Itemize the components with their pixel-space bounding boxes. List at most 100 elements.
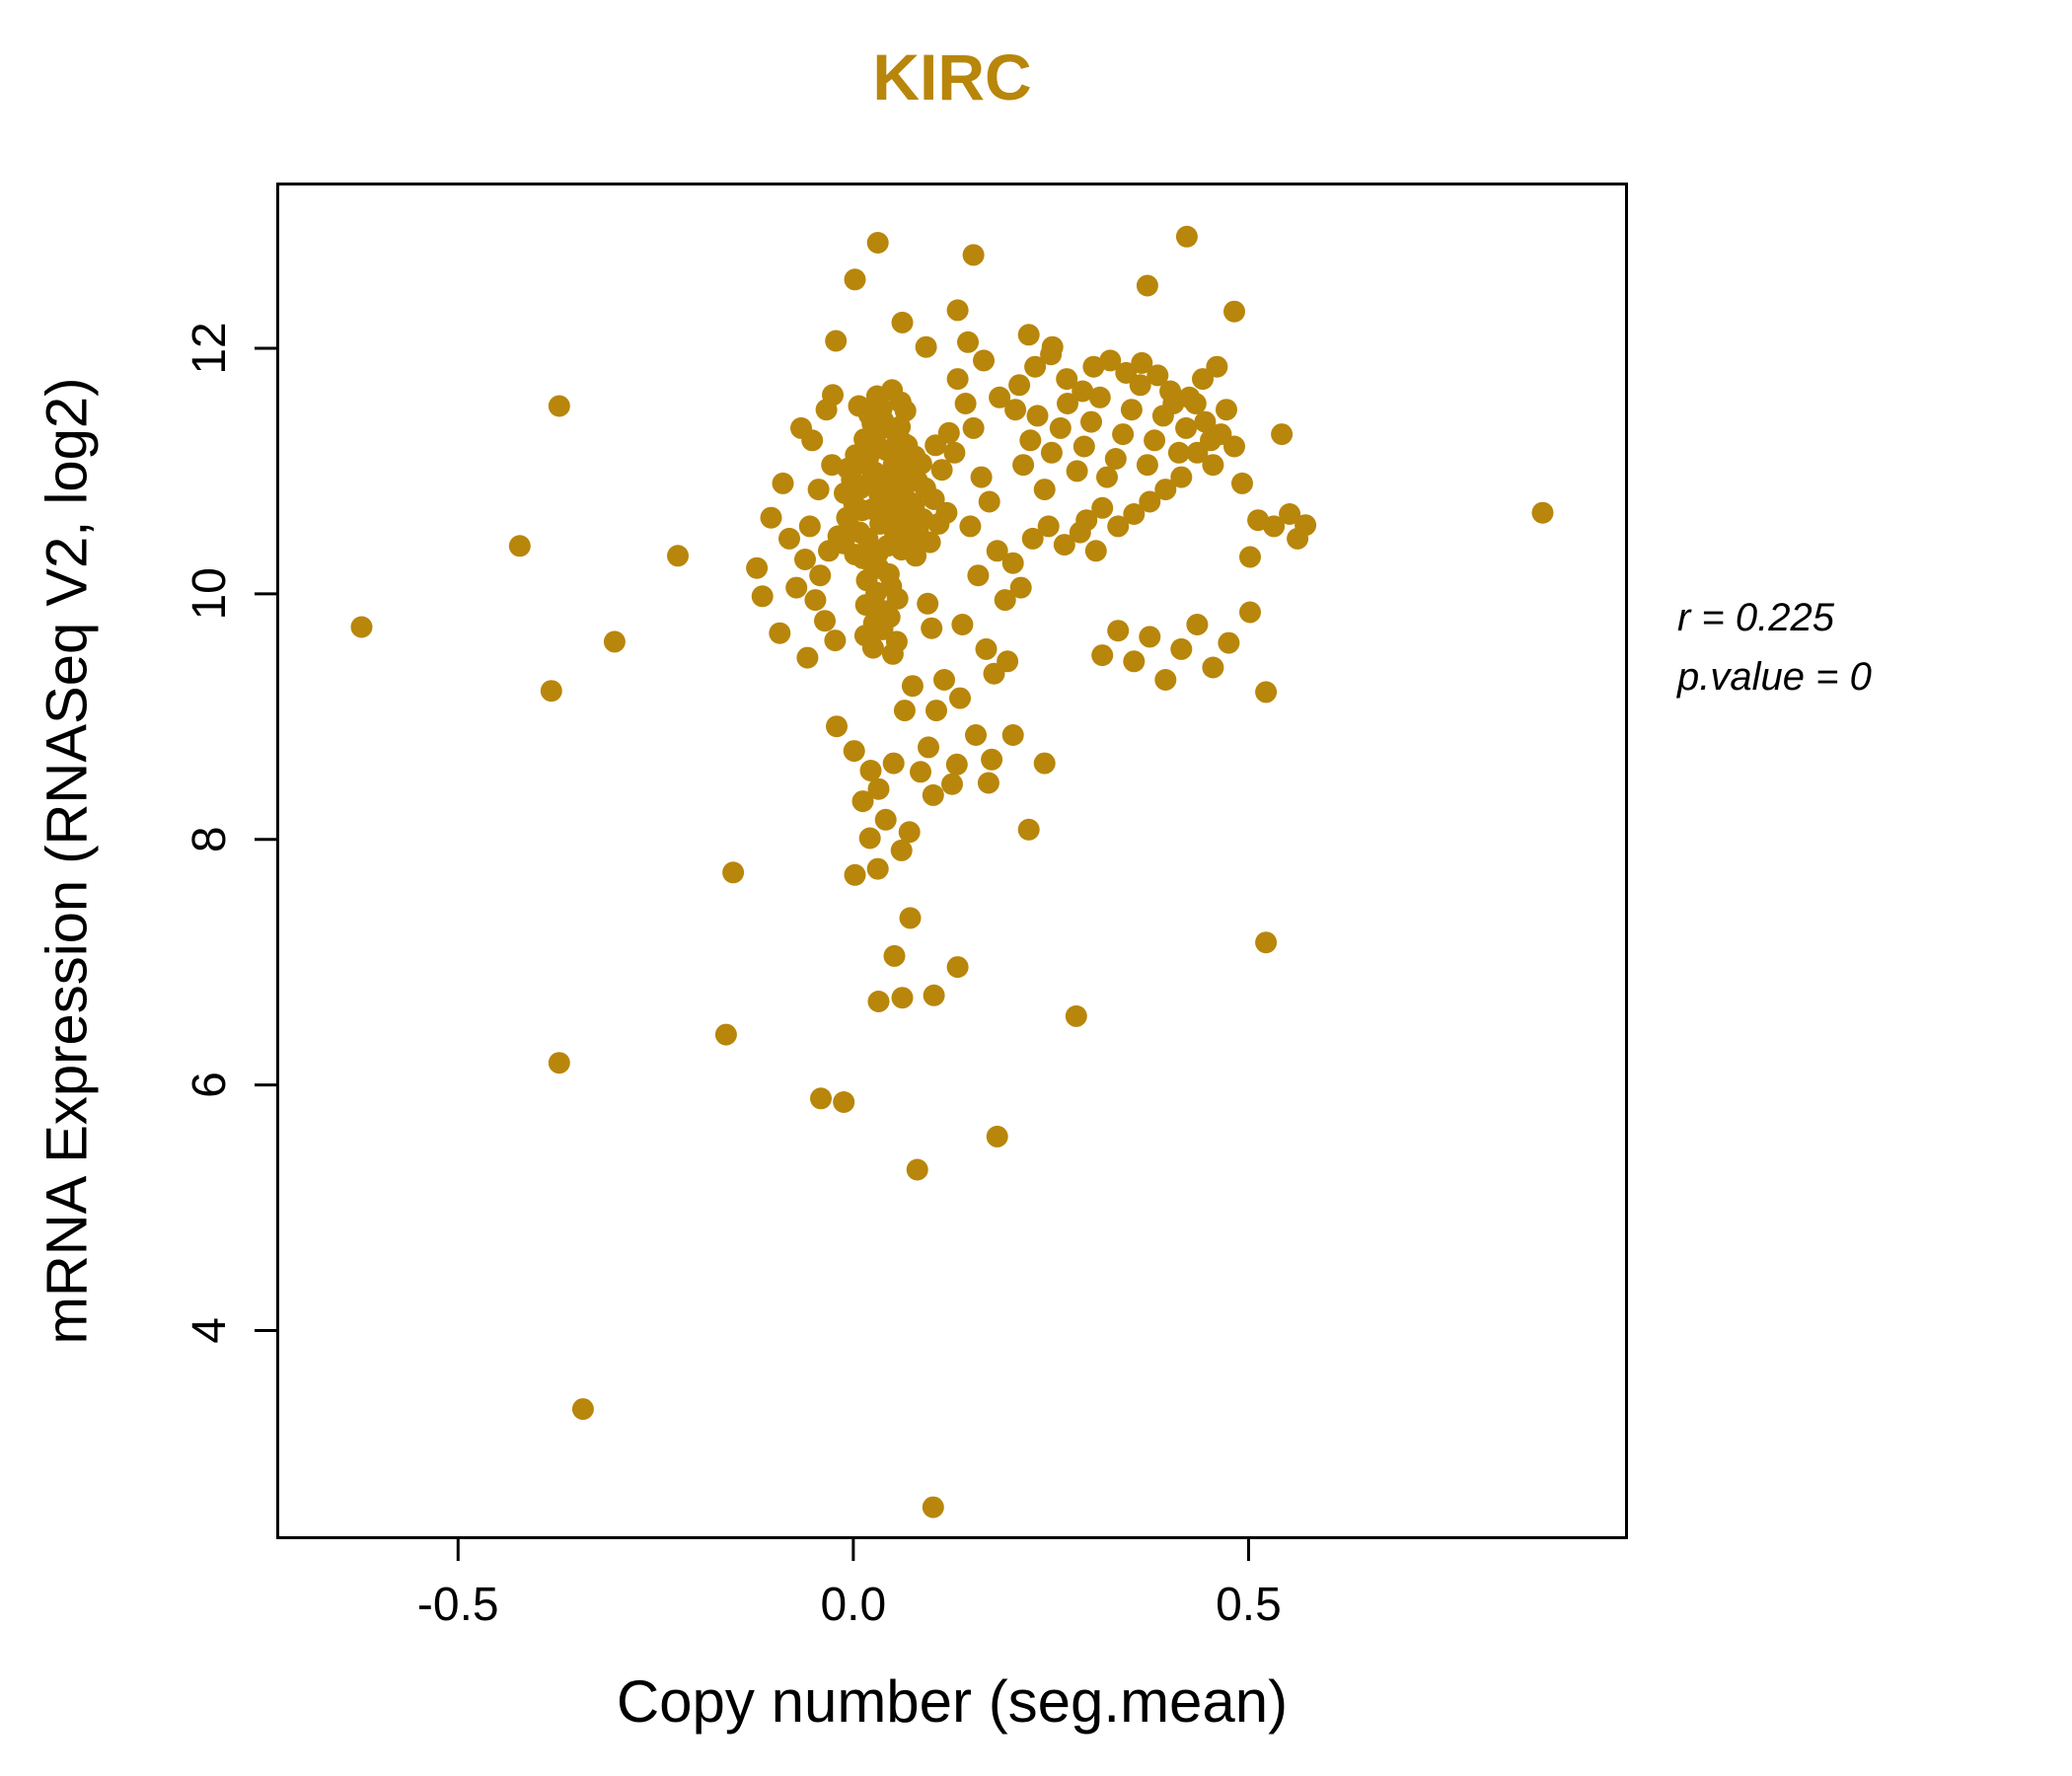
data-point [977, 772, 999, 794]
data-point [804, 589, 827, 612]
data-point [1091, 644, 1114, 667]
plot-area: -0.5 0.0 0.5 4 6 8 10 12 [184, 183, 1628, 1631]
data-point [918, 736, 939, 759]
data-point [946, 299, 969, 322]
data-point [1080, 410, 1102, 433]
data-point [997, 650, 1019, 673]
data-point [1107, 620, 1130, 642]
data-point [785, 576, 808, 599]
data-point [1123, 650, 1146, 673]
data-point [1065, 1004, 1087, 1027]
data-point [1088, 386, 1111, 408]
data-point [861, 636, 884, 659]
data-point [959, 515, 982, 538]
data-point [1033, 479, 1056, 501]
data-point [809, 564, 832, 587]
data-point [1154, 669, 1177, 691]
data-point [858, 471, 881, 493]
data-point [603, 630, 626, 653]
data-point [1216, 399, 1237, 421]
y-tick-label: 8 [184, 826, 236, 852]
data-point [874, 808, 897, 831]
data-point [1263, 515, 1286, 538]
y-axis-label: mRNA Expression (RNASeq V2, log2) [18, 183, 116, 1539]
data-point [540, 680, 562, 703]
data-point [1147, 364, 1169, 387]
data-point [1239, 601, 1261, 624]
data-point [1139, 490, 1161, 513]
data-point [1255, 931, 1278, 954]
data-point [1001, 724, 1024, 746]
y-tick-label: 12 [184, 322, 236, 374]
data-point [951, 614, 974, 635]
data-point [821, 454, 844, 477]
data-point [978, 490, 1000, 513]
data-point [1136, 454, 1158, 477]
data-point [891, 311, 914, 333]
data-point [1170, 637, 1193, 660]
data-point [943, 441, 966, 464]
data-point [825, 330, 848, 352]
data-point [1019, 429, 1042, 452]
data-point [1008, 374, 1031, 397]
data-point [919, 531, 941, 554]
data-point [1139, 626, 1161, 648]
y-tick-label: 4 [184, 1317, 236, 1344]
data-point [962, 416, 985, 439]
data-point [1178, 386, 1201, 408]
data-point [923, 984, 945, 1006]
data-point [906, 1158, 928, 1181]
data-point [882, 752, 905, 775]
data-point [508, 535, 531, 557]
data-point [949, 687, 971, 709]
data-point [910, 453, 932, 475]
data-point [1194, 410, 1217, 433]
data-point [1231, 472, 1253, 494]
data-point [1223, 435, 1245, 458]
data-point [714, 1023, 737, 1046]
data-point [1295, 514, 1317, 537]
data-point [854, 594, 877, 617]
data-point [1017, 818, 1040, 841]
data-point [1271, 423, 1294, 446]
data-point [937, 421, 960, 444]
data-point [843, 740, 865, 763]
data-point [822, 384, 844, 407]
data-point [836, 506, 858, 529]
scatter-canvas: -0.5 0.0 0.5 4 6 8 10 12 [184, 183, 1628, 1631]
data-point [548, 395, 570, 417]
data-point [1239, 546, 1261, 568]
data-point [826, 715, 848, 738]
data-point [350, 616, 373, 638]
data-point [973, 349, 995, 372]
data-point [1072, 380, 1094, 403]
data-point [1107, 515, 1130, 538]
data-point [859, 760, 882, 781]
data-point [915, 335, 937, 358]
data-point [1112, 423, 1135, 446]
y-tick-label: 6 [184, 1072, 236, 1098]
data-point [848, 395, 870, 417]
data-point [921, 617, 943, 639]
data-point [1096, 466, 1118, 488]
data-point [989, 386, 1011, 408]
data-point [1115, 361, 1138, 384]
data-point [898, 821, 921, 844]
data-point [925, 700, 947, 722]
data-point [867, 777, 890, 800]
data-point [887, 506, 910, 529]
data-point [778, 527, 800, 550]
data-point [1175, 416, 1198, 439]
data-point [871, 618, 894, 640]
r-value-text: r = 0.225 [1677, 596, 1835, 639]
data-point [858, 827, 881, 850]
data-point [962, 244, 985, 266]
data-point [1279, 503, 1301, 525]
data-point [861, 411, 884, 434]
data-point [917, 592, 939, 615]
data-point [1223, 300, 1245, 323]
data-point [796, 646, 819, 669]
data-point [967, 564, 990, 587]
data-point [1167, 441, 1190, 464]
data-point [1123, 503, 1146, 525]
